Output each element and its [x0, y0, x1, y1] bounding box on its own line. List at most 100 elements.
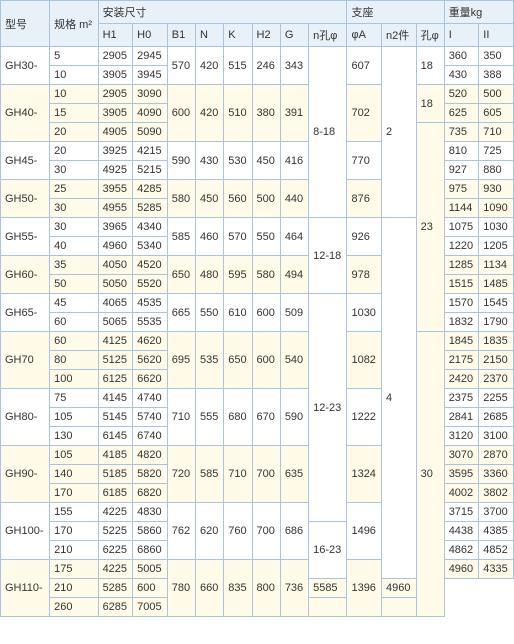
cell-h0: 4620 — [133, 332, 168, 351]
cell-wI: 810 — [444, 142, 479, 161]
cell-kong: 30 — [416, 332, 444, 617]
subhdr-2: B1 — [167, 24, 195, 47]
cell-k: 570 — [224, 218, 252, 256]
cell-h0: 4285 — [133, 180, 168, 199]
cell-h0: 5520 — [133, 275, 168, 294]
cell-k: 510 — [224, 85, 252, 142]
cell-h0: 4215 — [133, 142, 168, 161]
cell-k: 760 — [224, 503, 252, 560]
cell-g: 736 — [280, 560, 308, 617]
cell-wI: 625 — [444, 104, 479, 123]
cell-spec: 15 — [50, 104, 98, 123]
cell-spec: 20 — [50, 123, 98, 142]
cell-wII: 880 — [479, 161, 514, 180]
cell-wII: 2255 — [479, 389, 514, 408]
cell-g: 416 — [280, 142, 308, 180]
cell-spec: 170 — [50, 522, 98, 541]
cell-h1: 6125 — [98, 370, 133, 389]
cell-model: GH60- — [1, 256, 50, 294]
cell-h0: 5285 — [133, 199, 168, 218]
cell-h2: 600 — [252, 332, 280, 389]
cell-h1: 3955 — [98, 180, 133, 199]
cell-h2: 670 — [252, 389, 280, 446]
cell-n: 620 — [196, 503, 224, 560]
cell-b1: 580 — [167, 180, 195, 218]
cell-h1: 4925 — [98, 161, 133, 180]
cell-g: 494 — [280, 256, 308, 294]
cell-b1: 600 — [167, 85, 195, 142]
subhdr-6: G — [280, 24, 308, 47]
cell-k: 710 — [224, 446, 252, 503]
cell-wI: 4862 — [444, 541, 479, 560]
cell-wI: 1832 — [444, 313, 479, 332]
cell-h1: 4955 — [98, 199, 133, 218]
cell-model: GH50- — [1, 180, 50, 218]
cell-wI: 2175 — [444, 351, 479, 370]
cell-spec: 140 — [50, 465, 98, 484]
cell-kong: 18 — [416, 85, 444, 123]
cell-wI: 1515 — [444, 275, 479, 294]
cell-h1: 5065 — [98, 313, 133, 332]
cell-wII: 2685 — [479, 408, 514, 427]
cell-h2: 800 — [252, 560, 280, 617]
cell-h0: 4340 — [133, 218, 168, 237]
cell-wI: 1220 — [444, 237, 479, 256]
cell-spec: 60 — [50, 332, 98, 351]
cell-spec: 40 — [50, 237, 98, 256]
cell-wI: 735 — [444, 123, 479, 142]
cell-wI: 1285 — [444, 256, 479, 275]
cell-h0: 5740 — [133, 408, 168, 427]
cell-h2: 246 — [252, 47, 280, 85]
cell-model: GH90- — [1, 446, 50, 503]
cell-wII: 4335 — [479, 560, 514, 579]
cell-h0: 5860 — [133, 522, 168, 541]
cell-h1: 3905 — [98, 104, 133, 123]
cell-phia: 978 — [347, 256, 382, 294]
cell-k: 595 — [224, 256, 252, 294]
cell-h1: 3905 — [98, 66, 133, 85]
cell-wI: 1845 — [444, 332, 479, 351]
cell-h1: 4125 — [98, 332, 133, 351]
cell-h2: 550 — [252, 218, 280, 256]
cell-wII — [382, 598, 417, 617]
cell-h0: 3090 — [133, 85, 168, 104]
subhdr-5: H2 — [252, 24, 280, 47]
cell-h0: 4820 — [133, 446, 168, 465]
cell-k: 835 — [224, 560, 252, 617]
cell-wI: 3070 — [444, 446, 479, 465]
cell-wII: 4385 — [479, 522, 514, 541]
cell-spec: 260 — [50, 598, 98, 617]
cell-spec: 5 — [50, 47, 98, 66]
cell-n: 660 — [196, 560, 224, 617]
cell-spec: 10 — [50, 66, 98, 85]
cell-spec: 170 — [50, 484, 98, 503]
cell-h1: 6285 — [98, 598, 133, 617]
cell-g: 686 — [280, 503, 308, 560]
subhdr-1: H0 — [133, 24, 168, 47]
cell-kong0: 18 — [416, 47, 444, 85]
cell-wII: 2370 — [479, 370, 514, 389]
cell-wII: 2870 — [479, 446, 514, 465]
cell-wII: 388 — [479, 66, 514, 85]
subhdr-3: N — [196, 24, 224, 47]
subhdr-9: n2件 — [382, 24, 417, 47]
cell-h0: 4520 — [133, 256, 168, 275]
cell-h0: 7005 — [133, 598, 168, 617]
cell-h1: 4050 — [98, 256, 133, 275]
cell-model: GH30- — [1, 47, 50, 85]
cell-h0: 6620 — [133, 370, 168, 389]
subhdr-8: φA — [347, 24, 382, 47]
cell-n: 535 — [196, 332, 224, 389]
cell-h1: 5145 — [98, 408, 133, 427]
cell-n: 555 — [196, 389, 224, 446]
cell-b1: 720 — [167, 446, 195, 503]
cell-h0: 5535 — [133, 313, 168, 332]
cell-h2: 380 — [252, 85, 280, 142]
cell-phia: 1030 — [347, 294, 382, 332]
cell-h1: 2905 — [98, 47, 133, 66]
cell-spec: 210 — [50, 579, 98, 598]
cell-model: GH70 — [1, 332, 50, 389]
cell-wI: 4438 — [444, 522, 479, 541]
cell-phia: 1324 — [347, 446, 382, 503]
cell-wII: 725 — [479, 142, 514, 161]
